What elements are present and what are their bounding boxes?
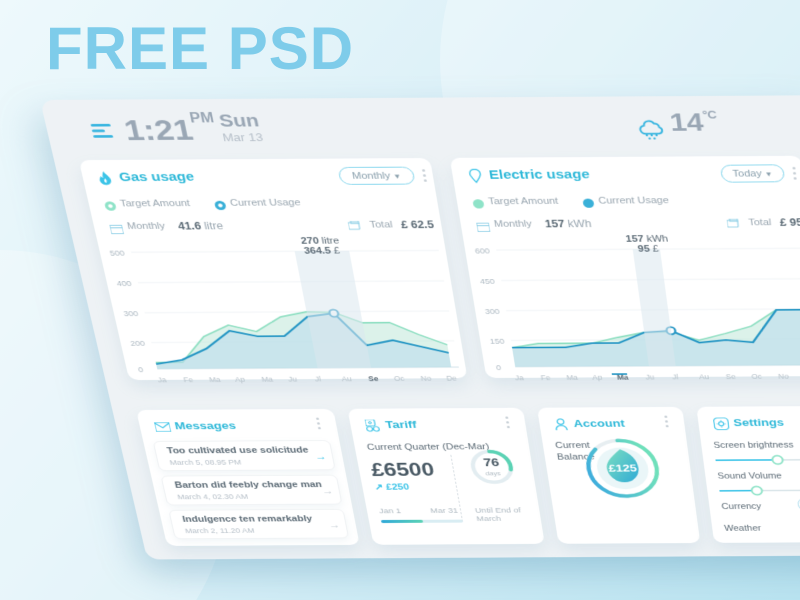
svg-text:No: No [420,375,432,382]
svg-text:Se: Se [725,373,736,380]
svg-text:300: 300 [484,307,500,315]
svg-text:Oc: Oc [393,375,405,382]
svg-text:No: No [778,373,790,380]
svg-text:Ja: Ja [515,374,525,381]
svg-text:400: 400 [116,279,133,288]
svg-text:Fe: Fe [540,374,551,381]
svg-text:300: 300 [123,309,140,317]
svg-text:Au: Au [699,373,710,380]
svg-text:Ma: Ma [208,376,221,383]
svg-text:Oc: Oc [751,373,762,380]
svg-text:Se: Se [368,375,380,382]
svg-text:Ap: Ap [234,376,246,383]
svg-text:Ma: Ma [617,374,630,381]
svg-text:150: 150 [489,337,505,345]
svg-text:0: 0 [137,366,144,374]
svg-text:Ma: Ma [566,374,579,381]
svg-text:Fe: Fe [183,376,194,383]
svg-text:450: 450 [479,277,495,286]
svg-text:Ma: Ma [261,376,274,383]
svg-text:500: 500 [109,249,125,258]
svg-text:0: 0 [496,363,502,371]
svg-text:Ju: Ju [645,374,655,381]
svg-text:Ja: Ja [157,377,168,384]
svg-text:200: 200 [129,339,145,347]
svg-text:Jl: Jl [314,376,321,383]
svg-text:De: De [446,375,458,382]
svg-text:Ju: Ju [288,376,298,383]
svg-text:Ap: Ap [592,374,603,381]
svg-text:Au: Au [341,375,353,382]
svg-text:£125: £125 [608,462,638,474]
svg-text:600: 600 [475,247,491,256]
svg-text:Jl: Jl [672,374,679,381]
